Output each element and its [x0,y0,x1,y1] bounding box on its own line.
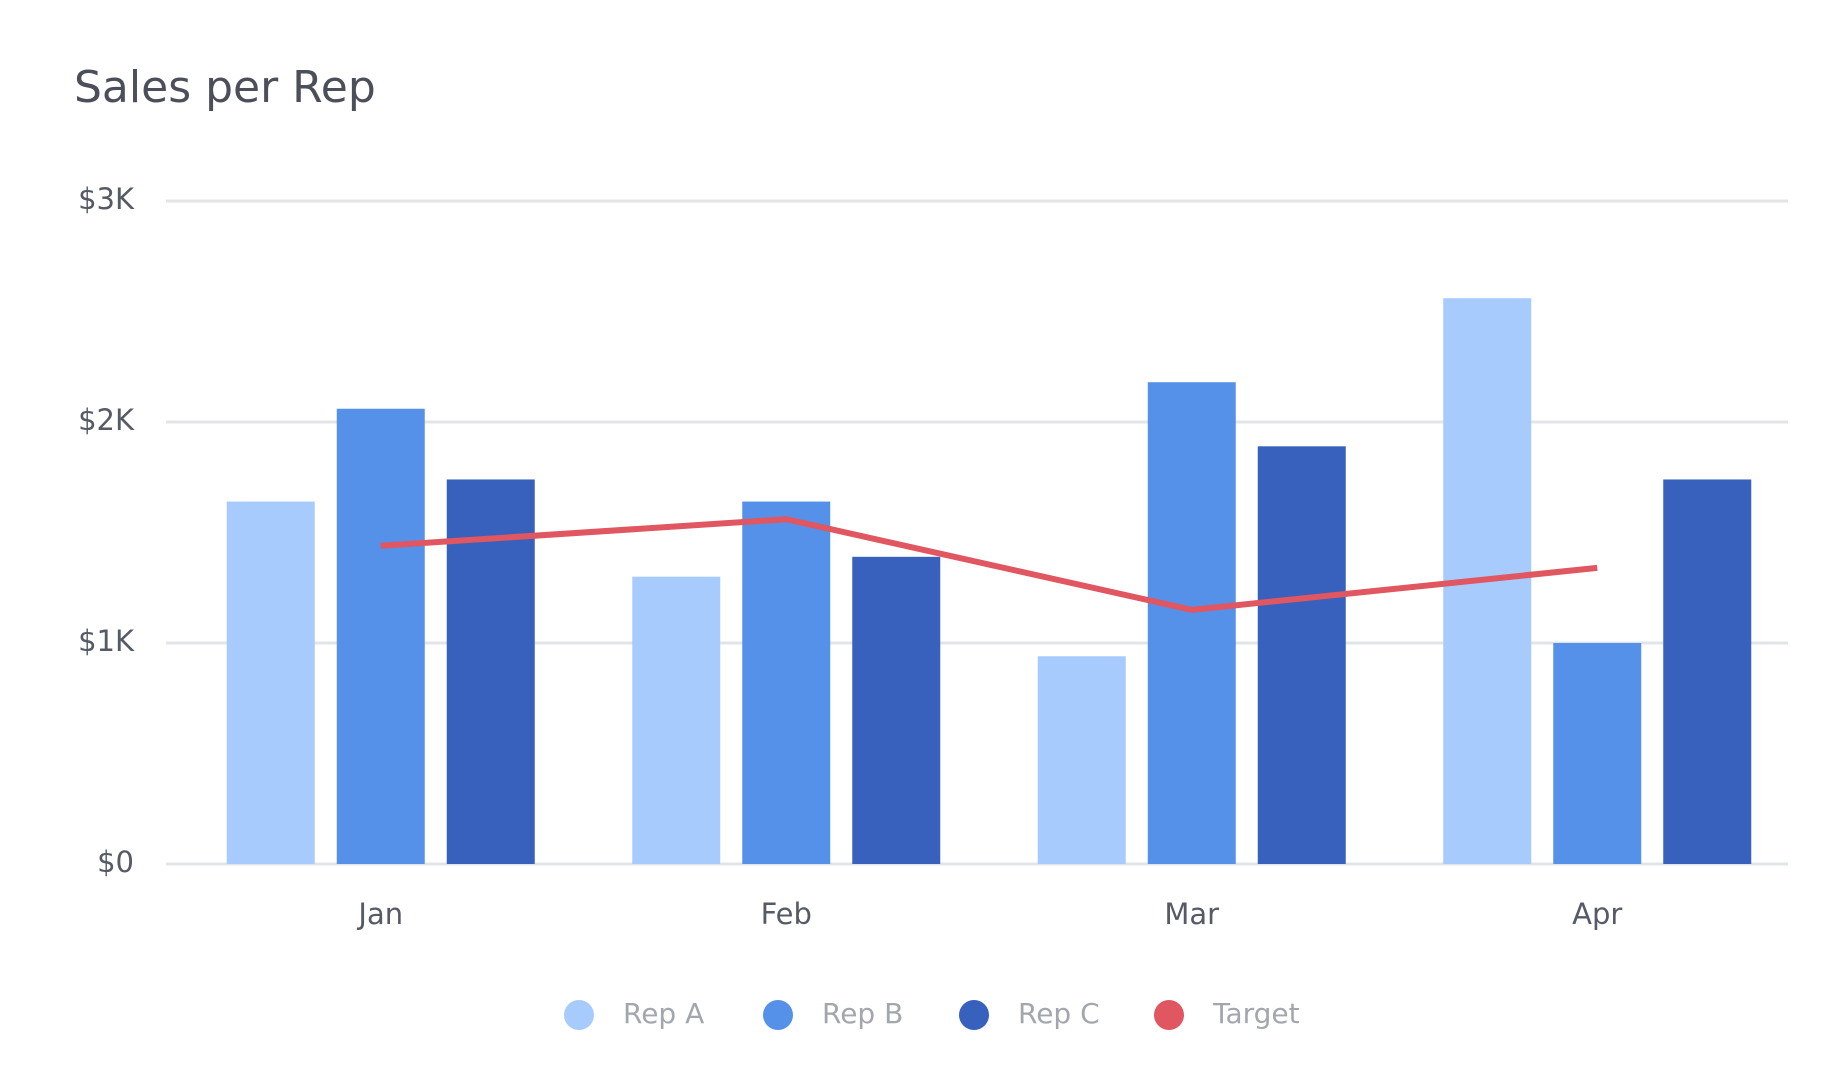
bar [1147,382,1236,864]
bar [1663,479,1752,864]
bar [632,576,721,864]
bar [852,556,941,864]
line [380,516,1598,613]
y-tick-label: $0 [97,845,134,879]
x-tick-label: Feb [761,897,812,931]
legend-label: Rep B [822,997,903,1030]
legend-marker [959,1000,989,1030]
bar [336,408,425,864]
x-tick-label: Apr [1572,897,1622,931]
bar [446,479,535,864]
legend-label: Rep C [1018,997,1100,1030]
bar [1257,446,1346,864]
legend-label: Rep A [623,997,704,1030]
legend-marker [564,1000,594,1030]
chart-title: Sales per Rep [74,62,376,113]
bar [742,501,831,864]
legend-marker [763,1000,793,1030]
bar [1037,656,1126,864]
y-tick-label: $1K [78,624,135,658]
y-tick-label: $2K [78,403,135,437]
legend-label: Target [1212,997,1300,1030]
y-tick-label: $3K [78,182,135,216]
x-tick-label: Jan [356,897,403,931]
x-tick-label: Mar [1164,897,1219,931]
bar [226,501,315,864]
bar [1553,643,1642,864]
legend-marker [1154,1000,1184,1030]
